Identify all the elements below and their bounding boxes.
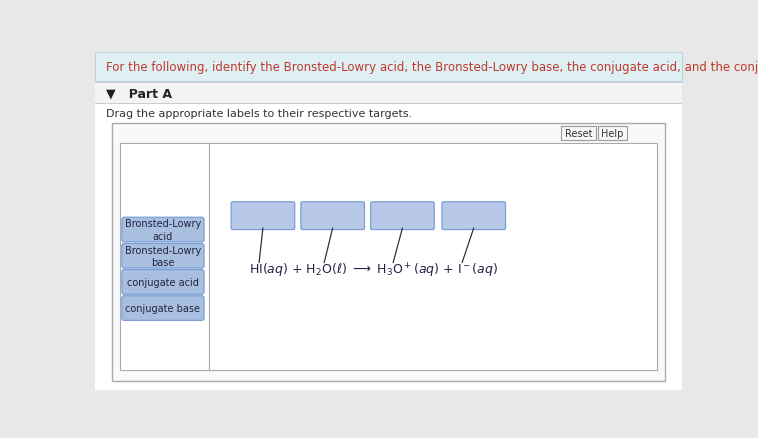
Text: Help: Help	[601, 129, 624, 139]
Text: conjugate base: conjugate base	[126, 304, 200, 313]
FancyBboxPatch shape	[598, 127, 627, 141]
Bar	[95, 53, 682, 82]
FancyBboxPatch shape	[122, 270, 204, 295]
Bar	[95, 104, 682, 390]
Text: HI$(aq)$ + H$_2$O$(\ell)$ $\longrightarrow$ H$_3$O$^+$$(aq)$ + I$^-$$(aq)$: HI$(aq)$ + H$_2$O$(\ell)$ $\longrightarr…	[249, 261, 498, 279]
Text: ▼   Part A: ▼ Part A	[106, 87, 172, 100]
FancyBboxPatch shape	[122, 244, 204, 268]
Bar	[95, 82, 682, 104]
FancyBboxPatch shape	[231, 202, 295, 230]
Text: Drag the appropriate labels to their respective targets.: Drag the appropriate labels to their res…	[106, 109, 412, 119]
FancyBboxPatch shape	[301, 202, 365, 230]
FancyBboxPatch shape	[371, 202, 434, 230]
Text: Bronsted-Lowry
acid: Bronsted-Lowry acid	[125, 219, 201, 241]
Bar	[111, 124, 666, 381]
FancyBboxPatch shape	[560, 127, 597, 141]
Text: Reset: Reset	[565, 129, 592, 139]
Text: Bronsted-Lowry
base: Bronsted-Lowry base	[125, 245, 201, 267]
Bar	[120, 143, 657, 371]
FancyBboxPatch shape	[122, 296, 204, 321]
FancyBboxPatch shape	[122, 218, 204, 242]
Text: conjugate acid: conjugate acid	[127, 277, 199, 287]
Text: For the following, identify the Bronsted-Lowry acid, the Bronsted-Lowry base, th: For the following, identify the Bronsted…	[105, 61, 758, 74]
FancyBboxPatch shape	[442, 202, 506, 230]
